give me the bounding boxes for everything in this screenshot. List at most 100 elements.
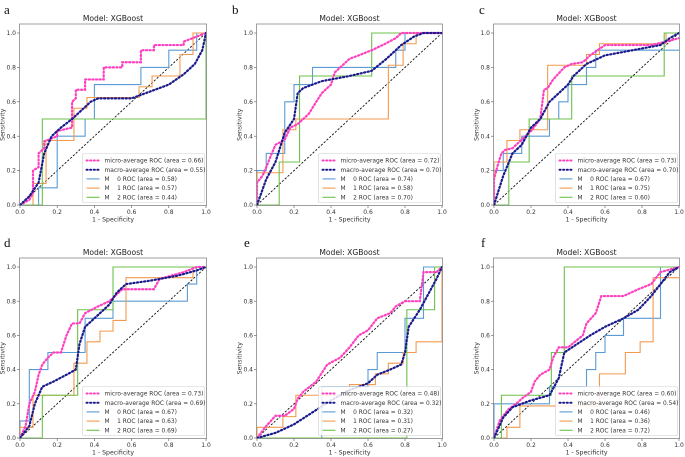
- x-axis-label: 1 - Specificity: [329, 450, 371, 457]
- y-tick-label: 0.8: [480, 298, 490, 305]
- legend: micro-average ROC (area = 0.60) macro-ave…: [555, 386, 678, 436]
- x-tick-label: 1.0: [201, 442, 211, 449]
- panel-letter: e: [244, 235, 250, 250]
- legend-label: micro-average ROC (area = 0.72): [341, 159, 440, 165]
- legend-label: macro-average ROC (area = 0.70): [341, 168, 442, 174]
- x-tick-label: 0.2: [289, 442, 299, 449]
- x-tick-label: 0.6: [127, 209, 137, 216]
- x-tick-label: 0.6: [363, 442, 373, 449]
- legend-label: M 1 ROC (area = 0.58): [341, 186, 413, 192]
- legend-item-class2: M 2 ROC (area = 0.72): [559, 428, 650, 434]
- legend-label: M 1 ROC (area = 0.57): [105, 186, 177, 192]
- x-tick-label: 0.8: [164, 209, 174, 216]
- legend-item-class0: M 0 ROC (area = 0.67): [559, 177, 650, 183]
- legend-item-macro: macro-average ROC (area = 0.69): [85, 401, 205, 407]
- x-tick-label: 0.4: [563, 209, 573, 216]
- y-tick-label: 0.8: [243, 65, 253, 72]
- chart-title: Model: XGBoost: [83, 14, 143, 23]
- x-tick-label: 0.4: [326, 209, 336, 216]
- roc-curve-class1: [19, 266, 206, 438]
- legend-box: [82, 153, 205, 203]
- legend-item-macro: macro-average ROC (area = 0.32): [321, 401, 441, 407]
- legend-label: M 1 ROC (area = 0.75): [578, 186, 650, 192]
- legend-box: [555, 386, 678, 436]
- panel-letter: b: [232, 2, 239, 17]
- axes-frame: [493, 257, 680, 439]
- legend-item-class2: M 2 ROC (area = 0.70): [322, 195, 413, 201]
- y-tick-label: 0.8: [6, 298, 16, 305]
- legend-item-class1: M 1 ROC (area = 0.57): [86, 186, 177, 192]
- legend: micro-average ROC (area = 0.72) macro-ave…: [318, 153, 442, 203]
- axes-frame: [19, 257, 207, 439]
- y-axis-label: Sensitivity: [237, 108, 244, 141]
- y-tick-label: 0.4: [6, 367, 16, 374]
- legend: micro-average ROC (area = 0.66) macro-ave…: [82, 153, 206, 203]
- legend-item-class1: M 1 ROC (area = 0.36): [559, 419, 650, 425]
- y-axis-label: Sensitivity: [0, 108, 7, 141]
- x-tick-label: 0.6: [600, 209, 610, 216]
- chance-line: [19, 266, 207, 439]
- legend-box: [82, 386, 205, 436]
- y-tick-label: 0.6: [243, 99, 253, 106]
- y-tick-label: 1.0: [6, 264, 16, 271]
- chart-title: Model: XGBoost: [556, 14, 616, 23]
- legend-label: M 1 ROC (area = 0.36): [578, 419, 650, 425]
- x-tick-label: 0.6: [363, 209, 373, 216]
- roc-curve-micro: [19, 265, 207, 439]
- y-tick-label: 0.8: [243, 298, 253, 305]
- chart-title: Model: XGBoost: [83, 248, 143, 257]
- x-tick-label: 0.4: [563, 442, 573, 449]
- x-tick-label: 0.8: [400, 442, 410, 449]
- y-tick-label: 0.6: [6, 99, 16, 106]
- y-tick-label: 1.0: [6, 30, 16, 37]
- roc-panel-a: a Model: XGBoost 0.00.0 0.2 0.2 0.4 0.4 0.6 0.6 0…: [0, 2, 211, 224]
- legend-label: M 0 ROC (area = 0.74): [341, 177, 413, 183]
- legend-label: macro-average ROC (area = 0.55): [105, 168, 206, 174]
- x-tick-label: 1.0: [201, 209, 211, 216]
- legend-label: M 2 ROC (area = 0.69): [105, 428, 177, 434]
- x-tick-label: 0.0: [489, 442, 499, 449]
- y-tick-label: 0.2: [243, 168, 253, 175]
- y-tick-label: 1.0: [243, 264, 253, 271]
- legend-item-class0: M 0 ROC (area = 0.46): [559, 410, 650, 416]
- y-axis-label: Sensitivity: [474, 108, 481, 141]
- legend-label: M 2 ROC (area = 0.44): [105, 195, 177, 201]
- legend-label: micro-average ROC (area = 0.66): [105, 159, 204, 165]
- chance-line: [493, 32, 680, 206]
- roc-curve-micro: [493, 37, 680, 206]
- panel-letter: d: [4, 235, 11, 250]
- y-tick-label: 0.2: [480, 168, 490, 175]
- roc-curve-class0: [20, 32, 206, 206]
- legend-label: M 0 ROC (area = 0.58): [105, 177, 177, 183]
- x-tick-label: 0.8: [164, 442, 174, 449]
- y-tick-label: 0.0: [480, 435, 490, 442]
- y-tick-label: 0.4: [6, 133, 16, 140]
- y-tick-label: 0.2: [6, 401, 16, 408]
- chance-line: [493, 266, 680, 439]
- y-tick-label: 0.4: [480, 133, 490, 140]
- x-tick-label: 0.0: [15, 442, 25, 449]
- y-tick-label: 0.8: [480, 65, 490, 72]
- x-tick-label: 0.8: [637, 209, 647, 216]
- y-tick-label: 1.0: [243, 30, 253, 37]
- legend-item-micro: micro-average ROC (area = 0.60): [558, 392, 676, 398]
- x-tick-label: 0.6: [127, 442, 137, 449]
- roc-curve-macro: [493, 265, 680, 439]
- series-group: [256, 265, 443, 439]
- roc-curve-class1: [494, 277, 679, 439]
- axes-frame: [256, 257, 443, 439]
- x-axis-label: 1 - Specificity: [92, 450, 134, 457]
- legend-item-micro: micro-average ROC (area = 0.72): [321, 159, 440, 165]
- legend-box: [555, 153, 678, 203]
- legend-item-class1: M 1 ROC (area = 0.31): [322, 419, 413, 425]
- legend-item-class1: M 1 ROC (area = 0.58): [322, 186, 413, 192]
- legend-item-class2: M 2 ROC (area = 0.27): [322, 428, 413, 434]
- x-axis-label: 1 - Specificity: [566, 450, 608, 457]
- roc-curve-micro: [256, 31, 443, 206]
- legend-item-class0: M 0 ROC (area = 0.67): [86, 410, 177, 416]
- legend-item-class1: M 1 ROC (area = 0.63): [86, 419, 177, 425]
- y-tick-label: 0.0: [243, 202, 253, 209]
- y-tick-label: 0.2: [243, 401, 253, 408]
- roc-curve-micro: [256, 265, 443, 439]
- series-group: [19, 265, 207, 439]
